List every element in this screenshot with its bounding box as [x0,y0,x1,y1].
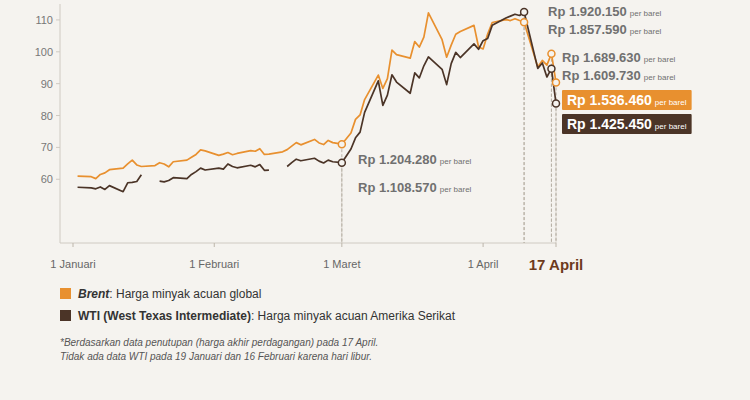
annotation-unit: per barel [655,122,687,131]
legend-swatch [60,288,71,299]
annotation-unit: per barel [644,73,676,82]
y-tick-label: 60 [41,173,53,185]
chart: 60 70 80 90 100 110 1 Januari 1 Februari 1 Maret… [0,0,750,400]
annotation: Rp 1.609.730per barel [562,68,676,83]
annotation-label: Rp 1.108.570per barel [358,180,472,195]
footnote: *Berdasarkan data penutupan (harga akhir… [60,337,378,348]
series-line [78,12,556,192]
y-tick-label: 110 [35,14,53,26]
annotation-label: Rp 1.689.630per barel [562,50,676,65]
legend-name: Brent [78,287,110,301]
x-tick [214,243,215,247]
guide-line [524,12,525,243]
footnote: Tidak ada data WTI pada 19 Januari dan 1… [60,351,372,362]
legend-swatch [60,310,71,321]
y-tick-label: 100 [35,46,53,58]
annotation-marker [548,65,555,72]
y-axis-line [60,4,61,243]
annotation: Rp 1.425.450per barel [562,114,692,134]
annotation-label: Rp 1.425.450per barel [567,116,687,132]
legend-description: : Harga minyak acuan Amerika Serikat [251,309,456,323]
page: {"chart_data": { "type": "line", "x": [2… [0,0,750,400]
annotation-unit: per barel [644,55,676,64]
annotation-marker [338,141,345,148]
annotation-box [562,90,692,110]
guide-line [556,103,557,243]
annotation: Rp 1.857.590per barel [548,22,662,37]
annotation-label: Rp 1.920.150per barel [548,4,662,19]
annotation: Rp 1.536.460per barel [562,90,692,110]
annotation-label: Rp 1.857.590per barel [548,22,662,37]
x-tick [556,243,557,247]
x-tick-label: 17 April [529,256,583,273]
annotation-value: Rp 1.425.450 [567,116,652,132]
annotation-label: Rp 1.609.730per barel [562,68,676,83]
annotation-value: Rp 1.108.570 [358,180,437,195]
y-tick [56,115,60,116]
legend-name: WTI (West Texas Intermediate) [78,309,251,323]
x-axis-line [60,243,556,244]
annotation-marker [553,79,560,86]
annotation: Rp 1.689.630per barel [562,50,676,65]
annotation-unit: per barel [630,9,662,18]
x-tick-label: 1 Maret [323,258,360,270]
annotation: Rp 1.204.280per barel [358,152,472,167]
x-tick-label: 1 April [468,258,499,270]
annotation-value: Rp 1.857.590 [548,22,627,37]
background [0,0,750,400]
series-line [78,13,556,179]
annotation-box [562,114,692,134]
annotation-marker [548,50,555,57]
annotation: Rp 1.108.570per barel [358,180,472,195]
legend-entry: Brent: Harga minyak acuan global [78,287,261,301]
y-tick-label: 80 [41,110,53,122]
guide-line [551,69,552,243]
y-tick [56,83,60,84]
annotation-marker [521,8,528,15]
y-tick [56,51,60,52]
x-tick [73,243,74,247]
annotation-unit: per barel [440,185,472,194]
y-tick [56,147,60,148]
plot-area [78,12,556,192]
annotation-marker [338,159,345,166]
y-tick [56,179,60,180]
y-tick-label: 90 [41,78,53,90]
annotation-value: Rp 1.689.630 [562,50,641,65]
legend-description: : Harga minyak acuan global [109,287,261,301]
annotation-value: Rp 1.609.730 [562,68,641,83]
x-tick [341,243,342,247]
annotation-label: Rp 1.536.460per barel [567,92,687,108]
annotation-label: Rp 1.204.280per barel [358,152,472,167]
annotation: Rp 1.920.150per barel [548,4,662,19]
annotation-value: Rp 1.536.460 [567,92,652,108]
guide-line [524,22,525,243]
annotation-unit: per barel [655,98,687,107]
annotation-value: Rp 1.204.280 [358,152,437,167]
x-tick-label: 1 Februari [189,258,239,270]
x-tick-label: 1 Januari [50,258,95,270]
annotation-value: Rp 1.920.150 [548,4,627,19]
y-tick-label: 70 [41,141,53,153]
annotation-marker [521,19,528,26]
annotation-marker [553,100,560,107]
annotation-unit: per barel [630,27,662,36]
guide-line [341,163,342,243]
x-tick [483,243,484,247]
legend-entry: WTI (West Texas Intermediate): Harga min… [78,309,456,323]
y-tick [56,19,60,20]
annotation-unit: per barel [440,157,472,166]
